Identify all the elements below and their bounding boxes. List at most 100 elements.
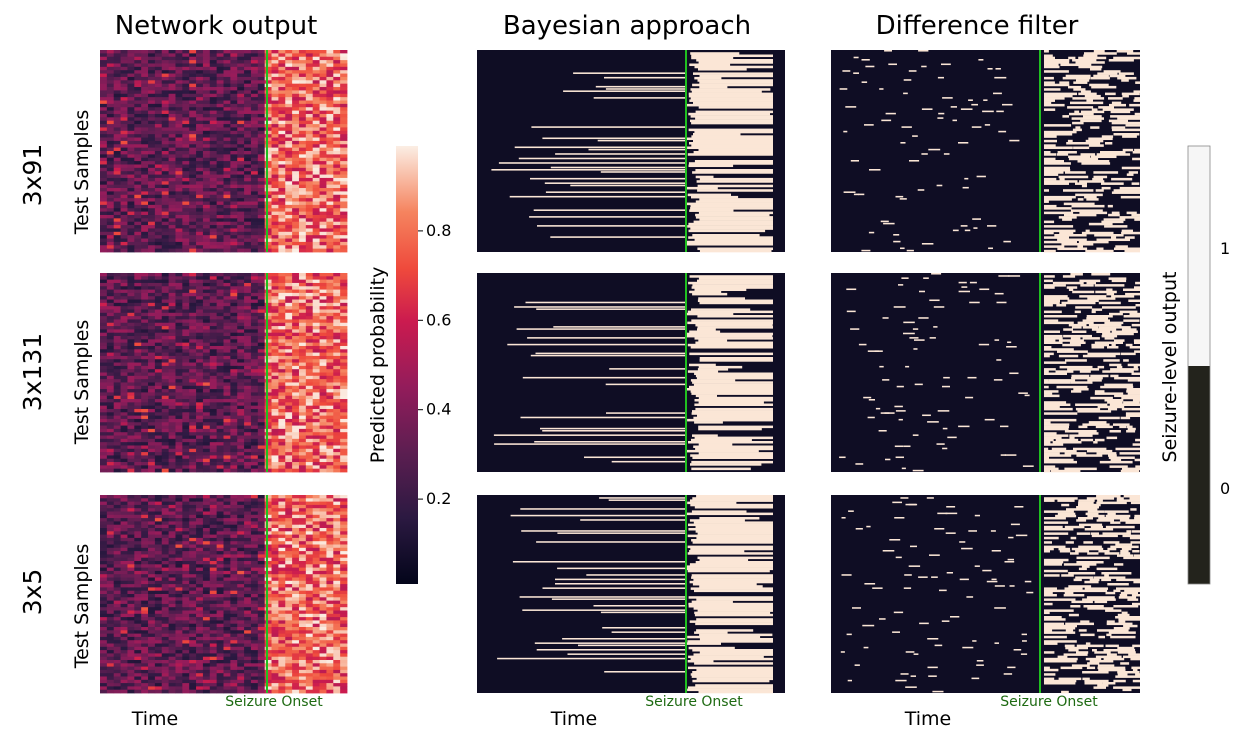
heatmap-cell [154,90,163,95]
heatmap-cell [113,309,121,314]
prediction-segment [691,308,751,311]
heatmap-cell [298,208,307,212]
heatmap-cell [223,53,231,58]
heatmap-cell [230,332,238,337]
heatmap-cell [154,299,163,304]
heatmap-cell [175,184,183,189]
heatmap-cell [175,214,183,219]
heatmap-cell [250,66,259,71]
heatmap-cell [120,194,128,199]
heatmap-cell [223,76,231,81]
heatmap-cell [230,60,238,64]
heatmap-cell [196,70,204,74]
heatmap-cell [141,412,149,417]
heatmap-cell [134,117,142,122]
prediction-segment [1103,70,1121,73]
heatmap-cell [244,289,252,294]
heatmap-cell [257,435,266,440]
heatmap-cell [127,120,135,125]
heatmap-cell [134,342,142,347]
heatmap-cell [154,144,163,149]
heatmap-cell [175,392,183,397]
heatmap-cell [216,362,224,367]
heatmap-cell [305,292,314,297]
heatmap-cell [244,194,252,199]
heatmap-cell [312,292,320,297]
heatmap-cell [319,110,327,115]
heatmap-cell [141,312,149,317]
prediction-segment [689,363,716,367]
heatmap-cell [305,235,314,239]
heatmap-cell [271,385,279,390]
heatmap-cell [285,365,293,370]
heatmap-cell [285,382,293,387]
heatmap-cell [216,349,224,353]
heatmap-cell [298,282,307,287]
heatmap-cell [189,56,197,61]
prediction-segment [691,438,752,442]
ylabel-row2: Test Samples [71,320,93,446]
heatmap-cell [250,306,259,310]
prediction-segment [1071,330,1087,334]
prediction-segment [1111,121,1140,125]
heatmap-cell [182,238,190,243]
heatmap-cell [168,375,176,380]
heatmap-cell [250,225,259,229]
heatmap-cell [244,448,252,453]
prediction-segment [1079,279,1101,283]
heatmap-cell [113,174,121,179]
heatmap-cell [292,382,300,387]
heatmap-cell [264,144,272,149]
heatmap-cell [106,332,115,337]
heatmap-cell [154,154,163,159]
heatmap-cell [161,120,170,125]
prediction-segment [697,368,729,371]
prediction-segment [882,317,889,319]
heatmap-cell [134,103,142,108]
heatmap-cell [340,405,348,410]
heatmap-cell [271,245,279,250]
heatmap-cell [106,87,115,91]
heatmap-cell [168,157,176,162]
heatmap-cell [113,201,121,206]
prediction-segment [1062,343,1081,347]
heatmap-cell [305,103,314,108]
prediction-segment [695,341,773,345]
prediction-segment [1044,63,1059,67]
heatmap-cell [175,134,183,138]
heatmap-cell [154,362,163,367]
prediction-segment [688,236,773,239]
heatmap-cell [312,402,320,407]
heatmap-cell [161,369,170,373]
prediction-segment [1044,301,1060,305]
heatmap-cell [250,375,259,380]
prediction-segment [921,153,928,155]
heatmap-cell [106,66,115,71]
heatmap-cell [148,167,156,172]
prediction-segment [1078,65,1103,69]
heatmap-cell [196,345,204,350]
heatmap-cell [319,458,327,463]
prediction-segment [1044,135,1057,138]
heatmap-cell [250,408,259,413]
heatmap-cell [168,445,176,450]
heatmap-cell [154,50,163,54]
heatmap-cell [292,167,300,172]
heatmap-cell [271,154,279,159]
prediction-segment [1125,292,1140,296]
heatmap-cell [141,322,149,327]
heatmap-cell [134,362,142,367]
prediction-segment [1094,341,1123,345]
prediction-segment [1111,101,1122,105]
heatmap-cell [154,458,163,463]
heatmap-cell [223,235,231,239]
heatmap-cell [257,422,266,426]
heatmap-cell [175,379,183,383]
prediction-segment [1067,299,1099,303]
heatmap-cell [113,107,121,111]
heatmap-cell [113,329,121,334]
prediction-segment [534,441,686,443]
heatmap-cell [223,306,231,310]
prediction-segment [686,137,773,141]
heatmap-cell [113,455,121,460]
